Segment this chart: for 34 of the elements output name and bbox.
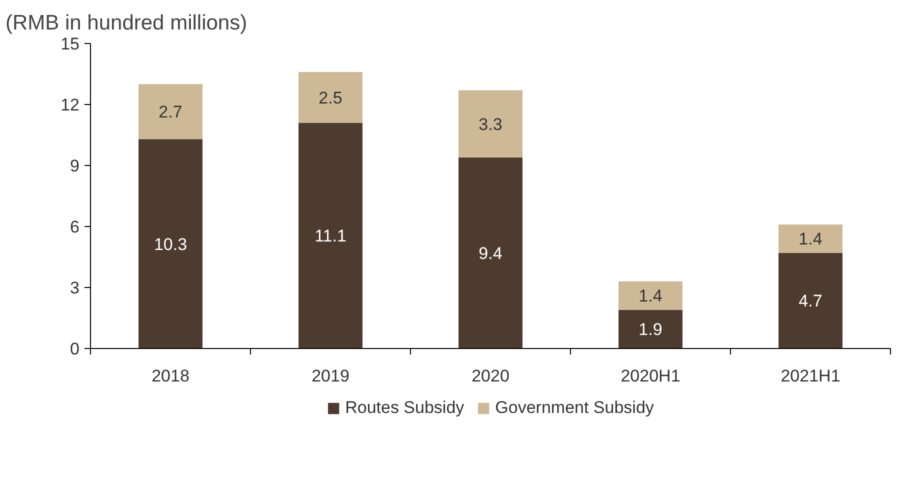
data-label: 4.7 [798,292,822,311]
legend-label: Routes Subsidy [345,398,464,418]
bar [778,252,842,348]
legend-label: Government Subsidy [495,398,654,418]
bar [298,122,362,348]
data-label: 10.3 [154,234,188,254]
y-tick-label: 6 [70,218,80,236]
data-label: 2.5 [318,88,342,108]
bar [618,310,682,348]
y-tick-label: 9 [70,156,80,176]
data-label: 1.9 [638,320,662,340]
data-label: 1.4 [638,286,662,306]
y-tick-label: 12 [60,96,80,114]
bar [138,139,202,348]
x-tick-label: 2019 [312,366,350,386]
y-tick-label: 3 [70,278,80,298]
bar [458,90,522,158]
x-tick-label: 2020H1 [620,366,680,386]
x-tick-label: 2018 [152,366,190,386]
y-tick-label: 0 [70,340,80,358]
bar [458,157,522,348]
x-tick-label: 2020 [472,366,510,386]
x-tick-label: 2021H1 [780,366,840,386]
data-label: 3.3 [478,114,502,134]
data-label: 1.4 [798,230,822,249]
bar [298,72,362,123]
bar [778,224,842,253]
bar [618,281,682,310]
y-tick-label: 15 [60,34,80,54]
chart-title: (RMB in hundred millions) [6,12,248,34]
bar [138,84,202,140]
data-label: 9.4 [478,244,502,263]
data-label: 11.1 [314,226,346,246]
data-label: 2.7 [158,102,182,122]
